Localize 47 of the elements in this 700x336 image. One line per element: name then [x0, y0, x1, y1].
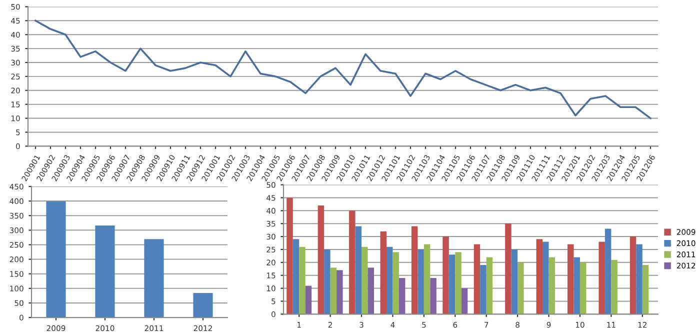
bar — [318, 206, 324, 314]
bar — [355, 226, 362, 314]
bar — [448, 254, 456, 314]
bar — [536, 239, 543, 314]
bar — [362, 246, 368, 314]
bar — [430, 278, 436, 314]
bar — [144, 239, 164, 318]
bar — [292, 239, 300, 314]
bar — [380, 231, 386, 314]
bar — [455, 252, 462, 314]
bar — [505, 224, 512, 314]
bar — [398, 278, 406, 314]
bar — [461, 288, 468, 314]
bar — [392, 252, 399, 314]
bar — [418, 249, 424, 314]
bar — [542, 242, 549, 314]
bar — [336, 270, 343, 314]
bar — [480, 265, 486, 314]
bar — [548, 257, 556, 314]
bar — [442, 236, 449, 314]
bar — [46, 201, 66, 318]
bar — [518, 262, 524, 314]
bar — [193, 293, 213, 318]
bar — [474, 244, 480, 314]
bar — [604, 228, 612, 314]
bar — [511, 249, 518, 314]
bar — [642, 265, 649, 314]
bar — [386, 246, 393, 314]
bar — [486, 257, 493, 314]
bar — [567, 244, 574, 314]
bar — [286, 198, 293, 314]
line-series — [34, 20, 652, 120]
bar — [574, 257, 580, 314]
bar — [95, 226, 115, 318]
bar — [305, 286, 312, 314]
bar — [598, 242, 605, 314]
bar — [368, 268, 374, 314]
bar — [330, 268, 337, 314]
bar — [411, 226, 418, 314]
bar — [611, 260, 618, 314]
bar — [349, 210, 356, 314]
bar — [324, 249, 330, 314]
bar — [580, 262, 586, 314]
bar — [630, 236, 636, 314]
bar — [299, 246, 306, 314]
bar — [636, 244, 642, 314]
bar — [424, 244, 430, 314]
